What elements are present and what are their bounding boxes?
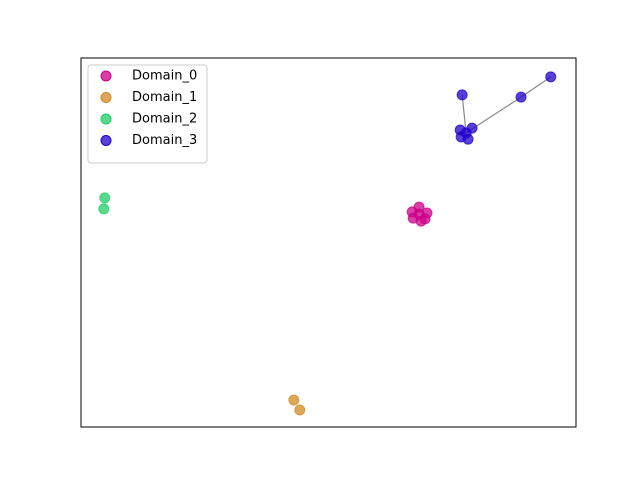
point [515, 91, 527, 103]
legend-frame [87, 64, 208, 164]
legend-marker [100, 70, 112, 82]
point [466, 122, 478, 134]
point [288, 394, 300, 406]
point [294, 404, 306, 416]
point [545, 71, 557, 83]
legend-label: Domain_1 [132, 90, 197, 105]
legend-label: Domain_3 [132, 133, 197, 148]
legend-marker [100, 135, 112, 146]
edge [461, 94, 467, 133]
legend: Domain_0 Domain_1 Domain_2 Domain_3 [87, 64, 208, 164]
point [455, 131, 467, 143]
plot-frame [80, 57, 577, 428]
legend-marker [100, 92, 112, 103]
point [98, 203, 110, 215]
edge [520, 76, 552, 98]
legend-label: Domain_0 [132, 69, 197, 84]
point [99, 192, 111, 204]
legend-label: Domain_2 [132, 112, 197, 127]
point [413, 208, 425, 220]
legend-marker [100, 113, 112, 125]
point [456, 89, 468, 101]
